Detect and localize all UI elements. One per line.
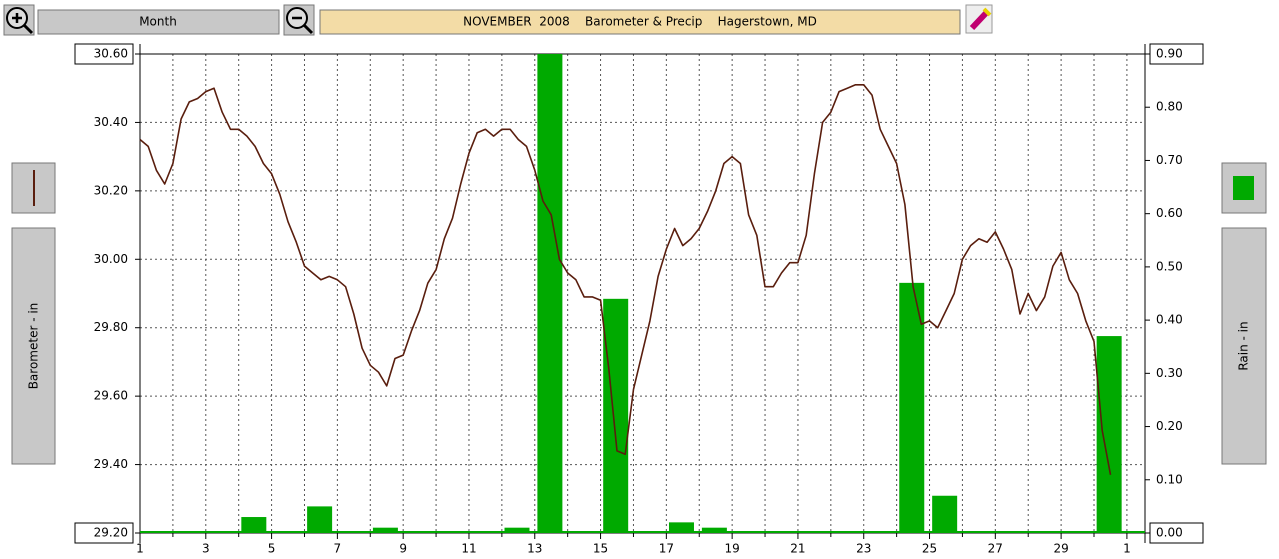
y-tick-label: 29.60 [94,389,128,403]
x-tick-label: 15 [593,542,608,556]
y2-tick-label: 0.80 [1156,100,1183,114]
x-tick-label: 27 [988,542,1003,556]
x-tick-label: 11 [461,542,476,556]
x-tick-label: 19 [725,542,740,556]
y2-axis-button[interactable] [1221,227,1267,465]
y2-tick-label: 0.10 [1156,472,1183,486]
y-tick-label: 29.20 [94,526,128,540]
plot-frame [139,53,1146,534]
y2-tick-label: 0.90 [1156,47,1183,61]
x-tick-label: 1 [1123,542,1131,556]
x-tick-label: 7 [334,542,342,556]
x-tick-label: 23 [856,542,871,556]
rain-bar [899,282,925,533]
y-tick-label: 29.40 [94,457,128,471]
plot: 1 3 5 7 9 11 13 15 17 19 21 23 25 27 29 129.2029.4029.6… [74,43,1204,556]
rain-bar [603,298,629,533]
y-axis-label: Barometer - in [27,303,41,390]
y-tick-label: 30.60 [94,47,128,61]
rain-bar [701,527,727,533]
y-axis-button[interactable] [11,227,56,465]
y2-tick-box [1149,43,1204,65]
x-tick-label: 5 [268,542,276,556]
y2-tick-label: 0.20 [1156,419,1183,433]
x-tick-label: 9 [399,542,407,556]
x-tick-label: 17 [659,542,674,556]
x-tick-label: 3 [202,542,210,556]
y2-tick-label: 0.00 [1156,526,1183,540]
y-tick-label: 30.20 [94,183,128,197]
zoom-in-button[interactable] [3,4,35,36]
rain-bar [307,506,333,533]
x-tick-label: 21 [790,542,805,556]
x-tick-label: 25 [922,542,937,556]
y2-tick-label: 0.60 [1156,206,1183,220]
settings-icon[interactable] [965,4,993,34]
legend-swatch [1233,176,1254,200]
rain-bar [1096,336,1122,533]
y-tick-label: 29.80 [94,320,128,334]
barometer-line [139,84,1112,475]
x-tick-label: 29 [1053,542,1068,556]
y2-tick-label: 0.70 [1156,153,1183,167]
rain-bar [668,522,694,533]
y-tick-label: 30.00 [94,252,128,266]
zoom-out-button[interactable] [283,4,315,36]
y2-tick-label: 0.30 [1156,366,1183,380]
y2-tick-label: 0.50 [1156,259,1183,273]
rain-bar [241,517,267,533]
y-tick-label: 30.40 [94,115,128,129]
rain-bar [932,495,958,533]
y-tick-box [74,43,134,65]
x-tick-label: 13 [527,542,542,556]
range-label: Month [139,15,177,29]
y2-axis-label: Rain - in [1237,321,1251,370]
chart-title: NOVEMBER 2008 Barometer & Precip Hagerst… [463,15,817,29]
x-tick-label: 1 [136,542,144,556]
y2-tick-label: 0.40 [1156,313,1183,327]
y-tick-box [74,522,134,544]
range-button[interactable] [37,9,280,35]
rain-bar [504,527,530,533]
title-box [319,9,961,35]
rain-bar [372,527,398,533]
y2-tick-box [1149,522,1204,544]
rain-bar [537,54,563,533]
